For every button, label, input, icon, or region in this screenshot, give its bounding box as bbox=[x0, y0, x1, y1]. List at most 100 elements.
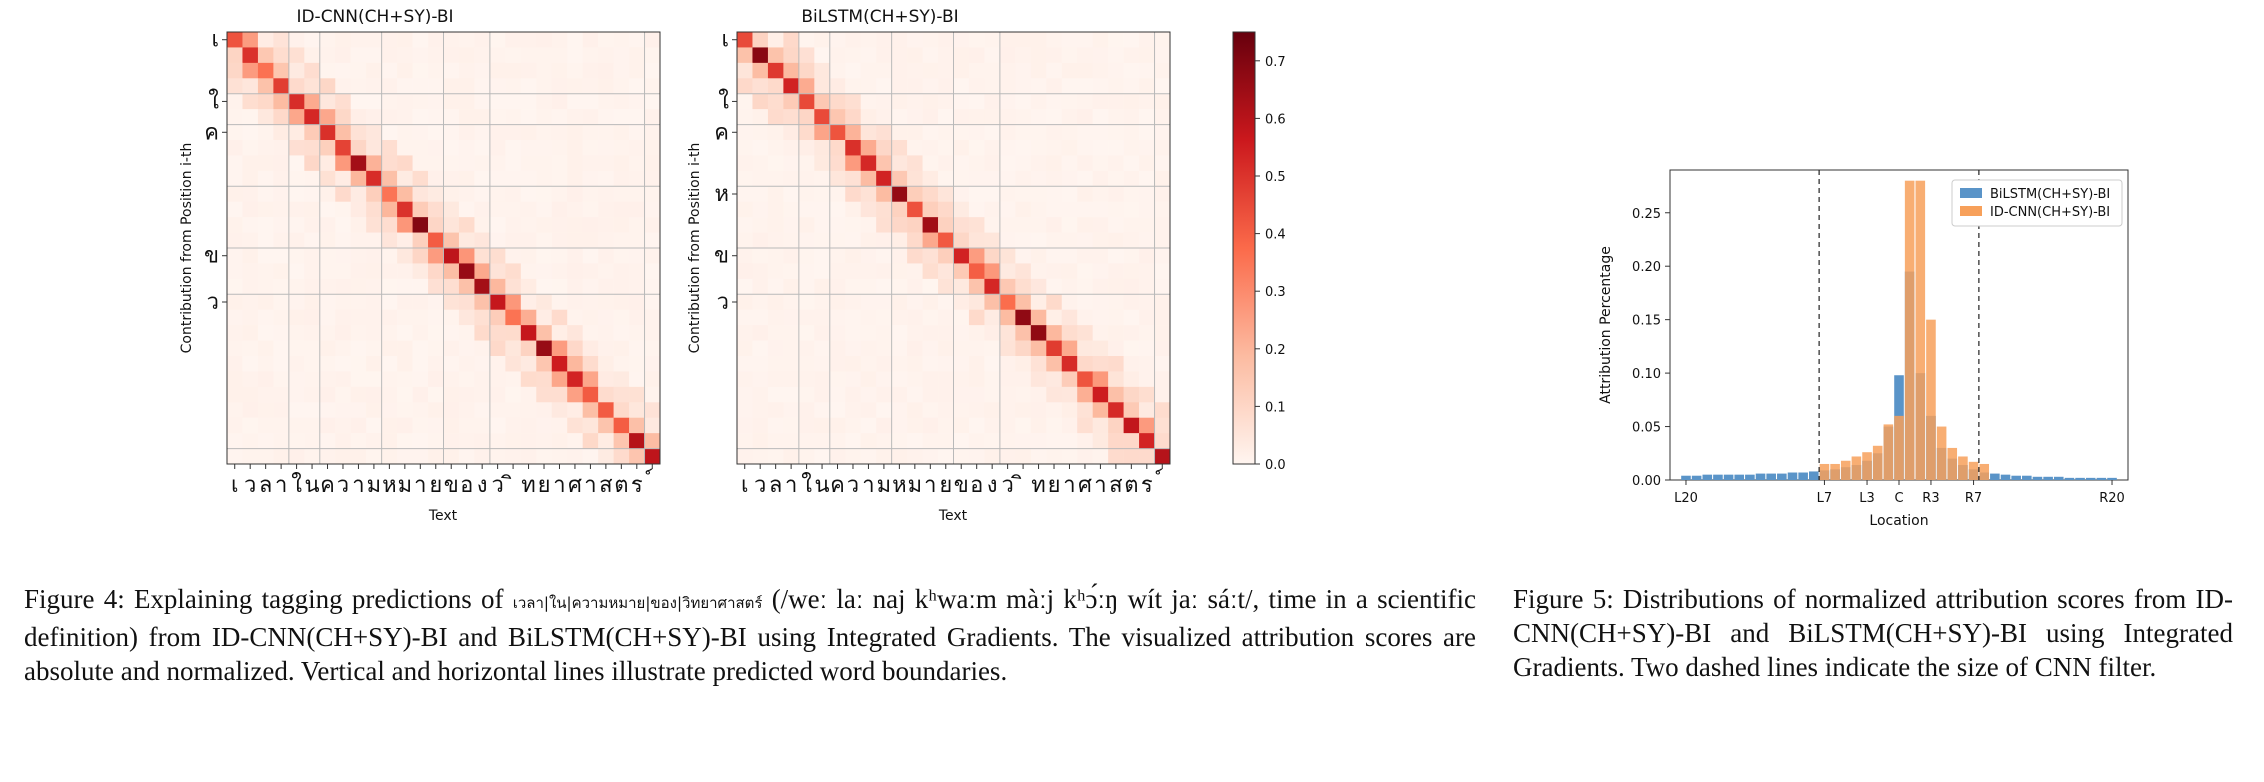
heatmap-cell bbox=[520, 325, 537, 341]
heatmap-cell bbox=[366, 371, 382, 388]
heatmap-cell bbox=[366, 402, 382, 419]
heatmap-cell bbox=[876, 263, 892, 280]
heatmap-cell bbox=[273, 371, 290, 388]
heatmap-cell bbox=[737, 232, 753, 249]
heatmap-cell bbox=[412, 93, 429, 110]
bar-id-cnn bbox=[1851, 456, 1862, 480]
heatmap-cell bbox=[582, 325, 599, 341]
heatmap-cell bbox=[489, 371, 506, 388]
heatmap-cell bbox=[520, 62, 537, 79]
heatmap-cell bbox=[953, 278, 970, 295]
heatmap-cell bbox=[567, 186, 583, 203]
heatmap-cell bbox=[242, 263, 259, 280]
heatmap-cell bbox=[520, 417, 537, 434]
heatmap-cell bbox=[629, 294, 645, 311]
heatmap-cell bbox=[397, 248, 413, 264]
heatmap-cell bbox=[273, 32, 290, 48]
heatmap-cell bbox=[752, 417, 769, 434]
heatmap-cell bbox=[984, 62, 1001, 79]
heatmap-cell bbox=[319, 309, 336, 326]
heatmap-cell bbox=[953, 232, 970, 249]
heatmap-cell bbox=[598, 248, 614, 264]
heatmap-cell bbox=[366, 186, 382, 203]
heatmap-cell bbox=[968, 78, 985, 95]
heatmap-cell bbox=[582, 386, 599, 403]
heatmap-cell bbox=[1092, 448, 1109, 465]
heatmap-cell bbox=[999, 217, 1016, 233]
heatmap-cell bbox=[288, 109, 305, 125]
heatmap-cell bbox=[968, 155, 985, 172]
heatmap-cell bbox=[1046, 417, 1063, 434]
heatmap-cell bbox=[1046, 402, 1063, 419]
heatmap-cell bbox=[474, 93, 491, 110]
heatmap-cell bbox=[443, 325, 460, 341]
heatmap-cell bbox=[505, 448, 522, 465]
heatmap-cell bbox=[783, 386, 800, 403]
heatmap-cell bbox=[366, 109, 382, 125]
heatmap-cell bbox=[783, 140, 800, 156]
heatmap-cell bbox=[798, 47, 815, 64]
heatmap-cell bbox=[1030, 232, 1047, 249]
bar-id-cnn bbox=[1894, 415, 1904, 480]
heatmap-cell bbox=[1154, 47, 1171, 64]
heatmap-cell bbox=[489, 248, 506, 264]
heatmap-cell bbox=[984, 309, 1001, 326]
heatmap-cell bbox=[845, 263, 862, 280]
heatmap-cell bbox=[814, 371, 831, 388]
heatmap-cell bbox=[582, 340, 599, 357]
heatmap-cell bbox=[860, 201, 877, 218]
heatmap-cell bbox=[798, 78, 815, 95]
heatmap-cell bbox=[412, 109, 429, 125]
heatmap-cell bbox=[381, 433, 398, 449]
heatmap-cell bbox=[489, 232, 506, 249]
heatmap-cell bbox=[613, 201, 630, 218]
heatmap-cell bbox=[629, 278, 645, 295]
heatmap-cell bbox=[999, 309, 1016, 326]
heatmap-cell bbox=[999, 402, 1016, 419]
heatmap-cell bbox=[551, 340, 568, 357]
heatmap-cell bbox=[319, 201, 336, 218]
heatmap-cell bbox=[814, 62, 831, 79]
heatmap-cell bbox=[1092, 232, 1109, 249]
heatmap-cell bbox=[767, 140, 784, 156]
heatmap-cell bbox=[288, 371, 305, 388]
heatmap-cell bbox=[350, 371, 367, 388]
heatmap-cell bbox=[613, 325, 630, 341]
heatmap-cell bbox=[798, 62, 815, 79]
heatmap-cell bbox=[381, 186, 398, 203]
x-tick-label: ว bbox=[847, 473, 859, 498]
heatmap-cell bbox=[1077, 201, 1093, 218]
heatmap-cell bbox=[319, 232, 336, 249]
y-tick-label: ข bbox=[204, 244, 219, 269]
heatmap-cell bbox=[397, 433, 413, 449]
heatmap-cell bbox=[814, 186, 831, 203]
heatmap-cell bbox=[474, 371, 491, 388]
heatmap-cell bbox=[381, 278, 398, 295]
heatmap-cell bbox=[876, 47, 892, 64]
heatmap-cell bbox=[1139, 278, 1155, 295]
heatmap-cell bbox=[273, 325, 290, 341]
heatmap-cell bbox=[1015, 124, 1032, 141]
heatmap-cell bbox=[845, 62, 862, 79]
heatmap-cell bbox=[273, 340, 290, 357]
heatmap-cell bbox=[1061, 186, 1078, 203]
heatmap-cell bbox=[551, 386, 568, 403]
heatmap-cell bbox=[845, 201, 862, 218]
heatmap-cell bbox=[1154, 340, 1171, 357]
heatmap-cell bbox=[767, 186, 784, 203]
heatmap-cell bbox=[598, 402, 614, 419]
heatmap-cell bbox=[1061, 433, 1078, 449]
heatmap-cell bbox=[1077, 448, 1093, 465]
heatmap-cell bbox=[397, 109, 413, 125]
x-tick-label: ม bbox=[908, 473, 923, 498]
heatmap-cell bbox=[474, 263, 491, 280]
heatmap-cell bbox=[891, 386, 908, 403]
heatmap-cell bbox=[489, 186, 506, 203]
x-tick-label: L3 bbox=[1859, 491, 1875, 506]
heatmap-cell bbox=[1061, 93, 1078, 110]
heatmap-cell bbox=[489, 309, 506, 326]
heatmap-cell bbox=[458, 263, 475, 280]
heatmap-cell bbox=[752, 93, 769, 110]
heatmap-cell bbox=[798, 325, 815, 341]
x-tick-label: า bbox=[862, 473, 874, 498]
